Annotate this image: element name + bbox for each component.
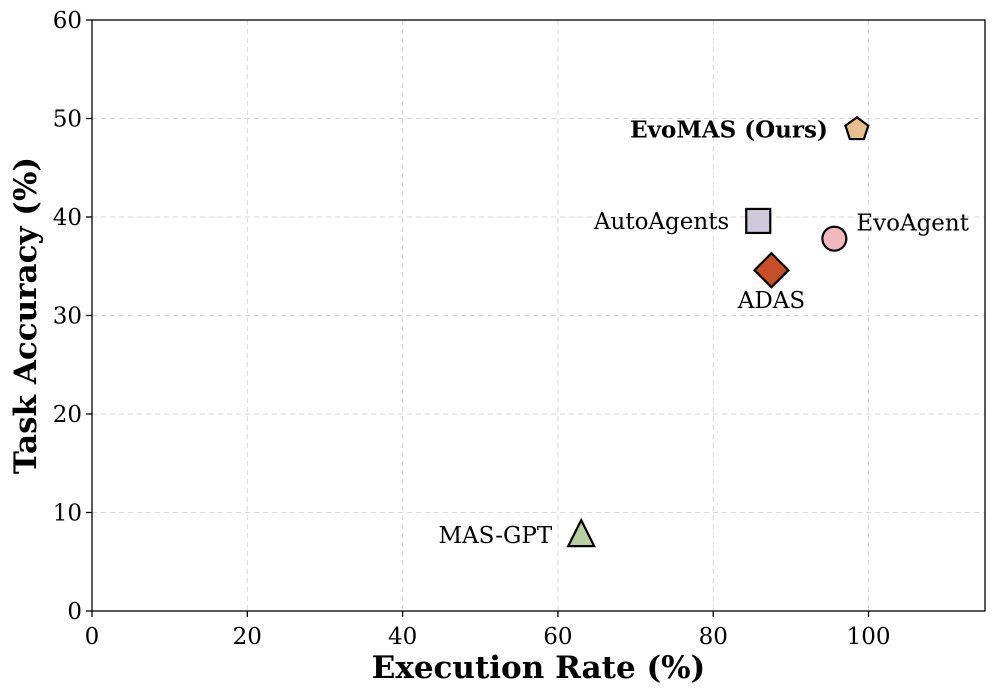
data-points (566, 115, 870, 548)
point-labels: EvoMAS (Ours) AutoAgents EvoAgent ADAS MAS-G… (438, 116, 969, 549)
x-tick-label: 20 (233, 624, 262, 650)
y-tick-label: 0 (67, 599, 82, 625)
point-adas-marker (752, 251, 791, 289)
grid (92, 20, 985, 611)
y-tick-label: 20 (53, 402, 82, 428)
axis-ticks: 0 20 40 60 80 100 0 10 20 30 40 50 60 (53, 8, 891, 650)
point-mas-gpt-label: MAS-GPT (438, 523, 552, 549)
x-tick-label: 0 (85, 624, 100, 650)
y-tick-label: 40 (53, 205, 82, 231)
x-tick-label: 100 (847, 624, 891, 650)
y-tick-label: 30 (53, 304, 82, 330)
point-evomas-ours-marker (844, 115, 870, 141)
point-evomas-ours-label: EvoMAS (Ours) (630, 116, 828, 143)
y-tick-label: 50 (53, 107, 82, 133)
x-tick-label: 80 (699, 624, 728, 650)
point-mas-gpt-marker (566, 517, 596, 548)
point-adas-label: ADAS (737, 288, 805, 314)
point-autoagents-marker (745, 207, 772, 235)
y-tick-label: 60 (53, 8, 82, 34)
y-tick-label: 10 (53, 501, 82, 527)
x-tick-label: 40 (388, 624, 417, 650)
point-evoagent-label: EvoAgent (856, 211, 969, 237)
point-autoagents-label: AutoAgents (593, 209, 729, 235)
plot-frame (91, 19, 986, 612)
x-axis-title: Execution Rate (%) (372, 650, 706, 686)
point-evoagent-marker (821, 225, 848, 252)
y-axis-title: Task Accuracy (%) (8, 157, 44, 474)
x-tick-label: 60 (543, 624, 572, 650)
